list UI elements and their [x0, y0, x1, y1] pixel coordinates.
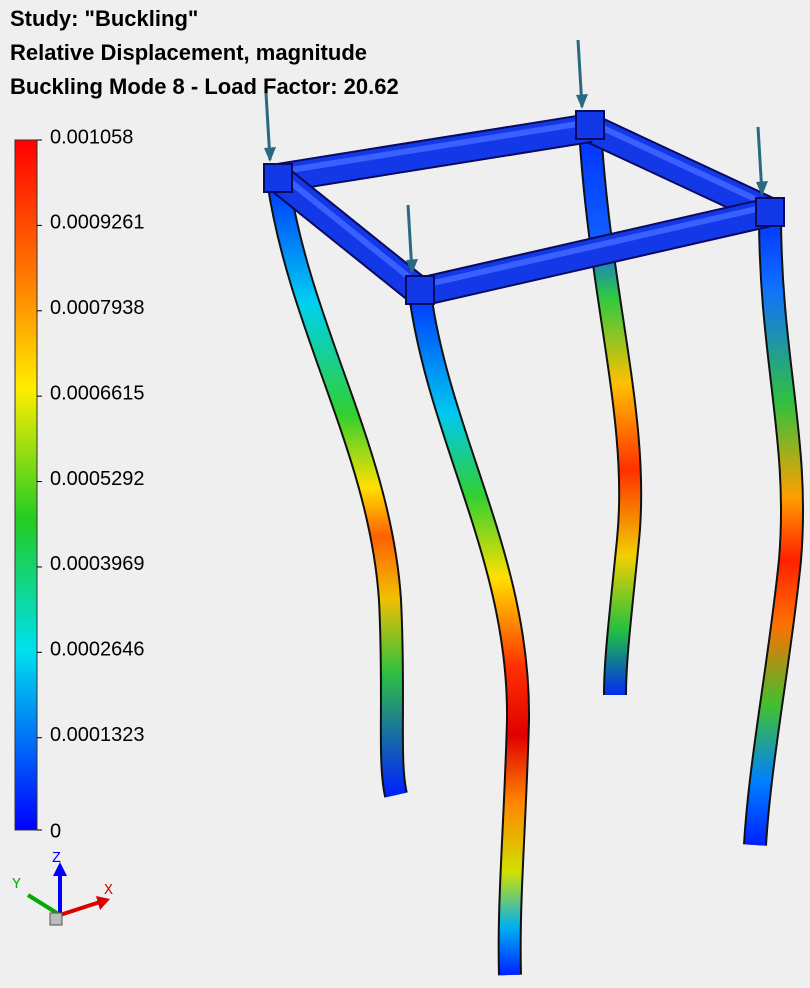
- legend-label: 0: [50, 820, 61, 842]
- joint: [756, 198, 784, 226]
- legend-label: 0.0003969: [50, 553, 145, 575]
- legend-label: 0.0002646: [50, 639, 145, 661]
- study-title: Study: "Buckling": [10, 6, 198, 31]
- legend-label: 0.0006615: [50, 382, 145, 404]
- joint: [576, 111, 604, 139]
- joint: [264, 164, 292, 192]
- page: Study: "Buckling" Relative Displacement,…: [0, 0, 810, 988]
- legend-label: 0.0001323: [50, 724, 145, 746]
- joint: [406, 276, 434, 304]
- mode-title: Buckling Mode 8 - Load Factor: 20.62: [10, 74, 399, 99]
- legend-label: 0.0007938: [50, 297, 145, 319]
- legend-label: 0.0005292: [50, 468, 145, 490]
- axis-y-label: Y: [12, 876, 21, 893]
- result-title: Relative Displacement, magnitude: [10, 40, 367, 65]
- color-bar: [15, 140, 37, 830]
- axis-x-label: X: [104, 882, 113, 899]
- legend-label: 0.0009261: [50, 212, 145, 234]
- viewport: Study: "Buckling" Relative Displacement,…: [0, 0, 810, 988]
- legend-label: 0.001058: [50, 126, 133, 148]
- triad-origin: [50, 913, 62, 925]
